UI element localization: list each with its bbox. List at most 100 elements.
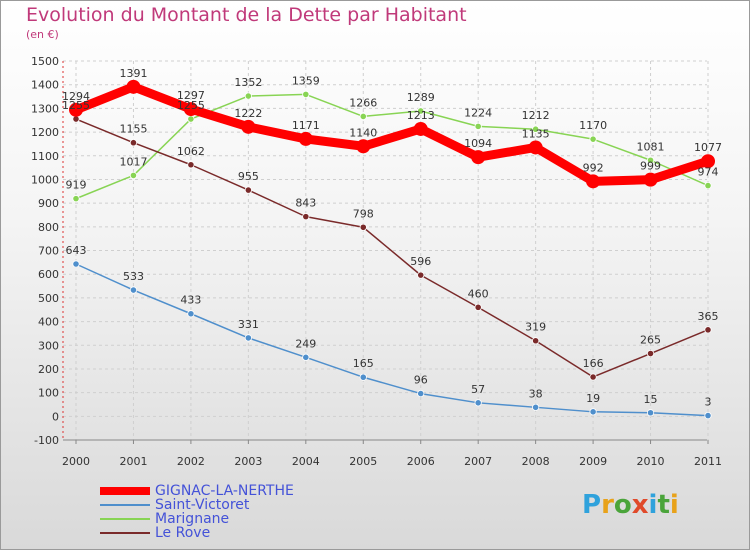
legend-swatch-le-rove	[100, 532, 150, 534]
data-point	[589, 135, 597, 143]
logo-letter: r	[601, 490, 614, 520]
data-point	[72, 260, 80, 268]
logo-letter: x	[631, 490, 649, 520]
logo-letter: i	[648, 490, 658, 520]
data-point	[129, 139, 138, 147]
data-label: 1294	[62, 90, 90, 103]
data-label: 919	[66, 179, 87, 192]
data-label: 1171	[292, 119, 320, 132]
data-label: 1224	[464, 106, 492, 119]
data-point	[126, 79, 141, 94]
data-label: 433	[180, 294, 201, 307]
data-point	[69, 102, 83, 117]
data-label: 319	[525, 321, 546, 334]
series-line	[71, 82, 713, 186]
data-label: 992	[583, 161, 604, 174]
y-tick-label: 1100	[31, 150, 59, 163]
data-point	[417, 389, 425, 398]
data-point	[413, 121, 428, 136]
data-point	[646, 349, 655, 358]
data-point	[72, 195, 80, 203]
data-label: 1140	[349, 126, 377, 139]
data-point	[704, 181, 712, 190]
data-label: 974	[698, 166, 719, 179]
y-tick-label: 0	[52, 410, 59, 423]
data-point	[244, 334, 252, 342]
data-point	[302, 353, 310, 361]
data-point	[244, 92, 252, 100]
data-label: 15	[644, 393, 658, 406]
data-point	[356, 139, 371, 154]
data-point	[359, 112, 367, 121]
y-tick-label: -100	[34, 434, 59, 447]
data-point	[474, 122, 482, 130]
data-label: 1359	[292, 74, 320, 87]
chart-title: Evolution du Montant de la Dette par Hab…	[26, 4, 467, 26]
data-label: 1352	[234, 76, 262, 89]
data-label: 1213	[407, 109, 435, 122]
data-label: 1094	[464, 137, 492, 150]
logo-letter: o	[613, 490, 632, 520]
x-tick-label: 2010	[637, 455, 665, 468]
data-label: 365	[698, 310, 719, 323]
data-point	[187, 115, 195, 123]
legend-label-marignane: Marignane	[155, 511, 230, 527]
y-tick-label: 1000	[31, 173, 59, 186]
x-tick-label: 2004	[292, 455, 320, 468]
chart-subtitle: (en €)	[26, 28, 59, 41]
data-point	[129, 171, 138, 180]
data-label: 165	[353, 357, 374, 370]
x-tick-label: 2007	[464, 455, 492, 468]
data-label: 955	[238, 170, 259, 183]
legend-swatch-gignac	[100, 487, 150, 495]
data-label: 533	[123, 270, 144, 283]
logo-letter: P	[582, 490, 602, 520]
data-point	[704, 326, 712, 334]
y-tick-label: 1300	[31, 102, 59, 115]
y-tick-label: 300	[38, 339, 59, 352]
data-label: 1222	[234, 107, 262, 120]
logo-letter: i	[669, 490, 679, 520]
data-label: 596	[410, 255, 431, 268]
data-label: 38	[529, 387, 543, 400]
x-tick-label: 2006	[407, 455, 435, 468]
data-point	[532, 125, 540, 133]
legend-swatch-saint-victoret	[100, 504, 150, 506]
data-label: 1062	[177, 145, 205, 158]
data-label: 1170	[579, 119, 607, 132]
legend-label-gignac: GIGNAC-LA-NERTHE	[155, 483, 294, 499]
y-tick-label: 1200	[31, 126, 59, 139]
x-tick-label: 2011	[694, 455, 722, 468]
series-line	[75, 263, 709, 417]
data-label: 1297	[177, 89, 205, 102]
x-tick-label: 2005	[349, 455, 377, 468]
data-label: 1255	[177, 99, 205, 112]
data-label: 1135	[522, 127, 550, 140]
series-line	[75, 93, 709, 200]
y-tick-label: 900	[38, 197, 59, 210]
y-tick-label: 600	[38, 268, 59, 281]
legend-label-le-rove: Le Rove	[155, 525, 211, 541]
data-point	[471, 150, 486, 165]
x-tick-label: 2001	[119, 455, 147, 468]
data-label: 843	[295, 197, 316, 210]
data-label: 1212	[522, 109, 550, 122]
y-tick-label: 400	[38, 316, 59, 329]
y-tick-label: 1400	[31, 79, 59, 92]
data-point	[187, 310, 195, 318]
x-tick-label: 2003	[234, 455, 262, 468]
data-point	[417, 271, 425, 279]
data-point	[532, 403, 540, 411]
data-label: 999	[640, 160, 661, 173]
data-point	[244, 186, 252, 194]
data-point	[359, 373, 367, 381]
data-label: 19	[586, 392, 600, 405]
x-tick-label: 2002	[177, 455, 205, 468]
data-point	[359, 223, 367, 231]
data-point	[704, 412, 712, 420]
data-point	[474, 399, 482, 407]
data-label: 1266	[349, 96, 377, 109]
data-point	[129, 286, 138, 294]
y-tick-label: 100	[38, 387, 59, 400]
